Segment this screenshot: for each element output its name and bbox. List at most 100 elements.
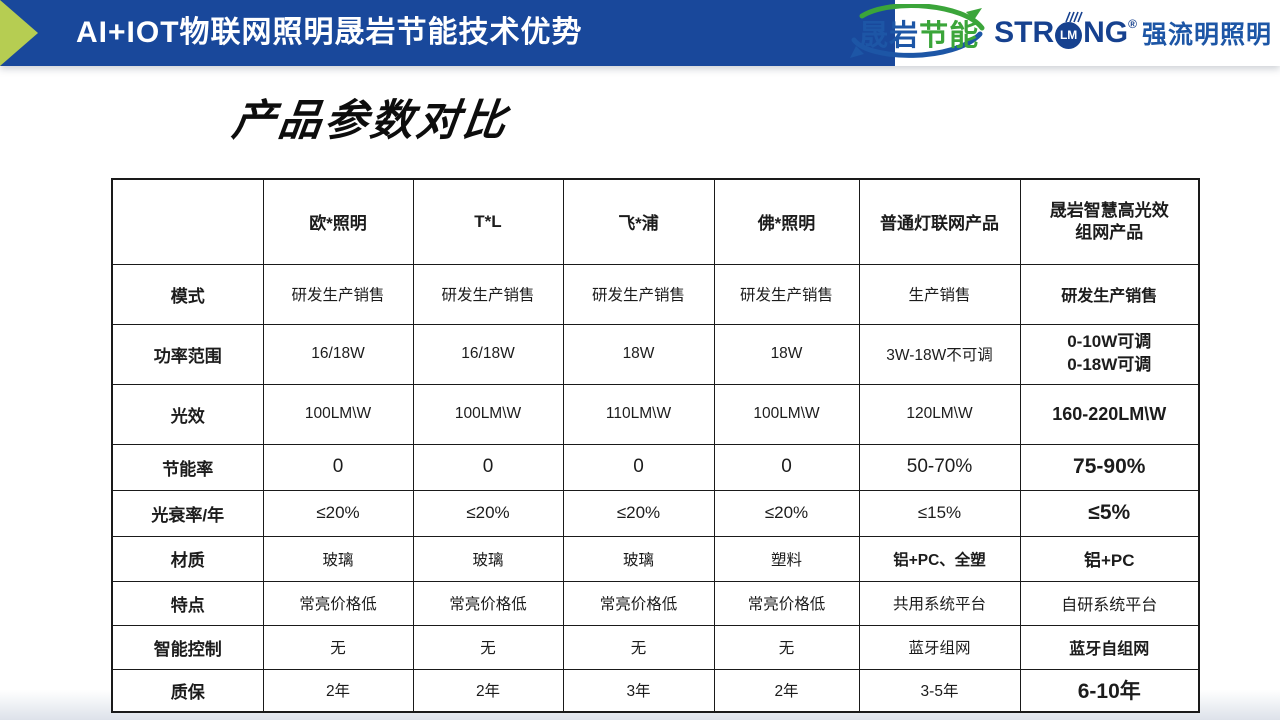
column-header: 飞*浦 [562, 178, 715, 265]
table-cell: 研发生产销售 [1019, 263, 1200, 325]
table-cell: 铝+PC、全塑 [858, 535, 1021, 582]
strong-text-cn: 强流明照明 [1141, 21, 1272, 49]
shengyan-text-blue: 晟岩 [859, 20, 920, 52]
shengyan-text-green: 节能 [919, 20, 980, 52]
column-header: 欧*照明 [262, 178, 414, 265]
table-cell: ≤15% [858, 489, 1021, 537]
row-label: 质保 [111, 668, 264, 713]
row-label: 智能控制 [111, 624, 264, 670]
table-row: 光效 100LM\W 100LM\W 110LM\W 100LM\W 120LM\W 160… [111, 383, 1200, 445]
table-cell: 2年 [412, 668, 564, 713]
table-cell: 0 [412, 443, 564, 491]
table-cell: ≤20% [562, 489, 715, 537]
table-cell: 75-90% [1019, 443, 1200, 491]
table-cell: 研发生产销售 [262, 263, 414, 325]
row-label: 特点 [111, 580, 264, 626]
comparison-table: 欧*照明 T*L 飞*浦 佛*照明 普通灯联网产品 晟岩智慧高光效 组网产品 模式 研发生产… [111, 178, 1200, 713]
table-cell: 0 [262, 443, 414, 491]
table-cell: 3年 [562, 668, 715, 713]
table-row: 智能控制无无无无蓝牙组网 蓝牙自组网 [111, 624, 1200, 670]
strong-logo: STR LM NG ® 强流明照明 [994, 11, 1272, 51]
table-cell: 6-10年 [1019, 668, 1200, 713]
row-label: 功率范围 [111, 323, 264, 385]
strong-stripes-icon [1065, 11, 1083, 22]
table-cell: 160-220LM\W [1019, 383, 1200, 445]
table-row: 功率范围 16/18W 16/18W 18W 18W 3W-18W不可调 0-10W可调 0… [111, 323, 1200, 385]
table-cell: ≤20% [412, 489, 564, 537]
table-row: 特点 常亮价格低 常亮价格低 常亮价格低 常亮价格低 共用系统平台 自研系统平台 [111, 580, 1200, 626]
table-cell: 玻璃 [412, 535, 564, 582]
table-header-row: 欧*照明 T*L 飞*浦 佛*照明 普通灯联网产品 晟岩智慧高光效 组网产品 [111, 178, 1200, 265]
table-cell: 0 [562, 443, 715, 491]
table-cell: 蓝牙组网 [858, 624, 1021, 670]
table-cell: 常亮价格低 [262, 580, 414, 626]
table-cell: 3-5年 [858, 668, 1021, 713]
table-cell: 常亮价格低 [412, 580, 564, 626]
row-label: 模式 [111, 263, 264, 325]
table-cell: 研发生产销售 [412, 263, 564, 325]
table-cell: 50-70% [858, 443, 1021, 491]
column-header: 佛*照明 [713, 178, 860, 265]
shengyan-logo: 晟岩 节能 [848, 4, 990, 62]
column-header: T*L [412, 178, 564, 265]
table-cell: 生产销售 [858, 263, 1021, 325]
table-cell: 无 [412, 624, 564, 670]
table-cell: 自研系统平台 [1019, 580, 1200, 626]
column-header: 普通灯联网产品 [858, 178, 1021, 265]
table-cell: ≤5% [1019, 489, 1200, 537]
table-row: 光衰率/年 ≤20% ≤20% ≤20% ≤20% ≤15% ≤5% [111, 489, 1200, 537]
banner-title: AI+IOT物联网照明晟岩节能技术优势 [76, 16, 583, 49]
table-cell: 蓝牙自组网 [1019, 624, 1200, 670]
table-cell: 16/18W [262, 323, 414, 385]
table-cell: 无 [713, 624, 860, 670]
table-cell: 玻璃 [562, 535, 715, 582]
table-cell: 100LM\W [713, 383, 860, 445]
lm-circle-text: LM [1059, 28, 1078, 42]
table-cell: 2年 [713, 668, 860, 713]
strong-text-pre: STR [994, 16, 1055, 49]
table-row: 模式 研发生产销售 研发生产销售 研发生产销售 研发生产销售 生产销售 研发生产销售 [111, 263, 1200, 325]
table-cell: 研发生产销售 [713, 263, 860, 325]
table-cell: 18W [562, 323, 715, 385]
table-cell: 3W-18W不可调 [858, 323, 1021, 385]
table-cell: 共用系统平台 [858, 580, 1021, 626]
table-cell: 无 [562, 624, 715, 670]
shengyan-logo-text: 晟岩 节能 [848, 4, 990, 62]
table-cell: ≤20% [713, 489, 860, 537]
table-row: 节能率 0 0 0 0 50-70% 75-90% [111, 443, 1200, 491]
column-header: 晟岩智慧高光效 组网产品 [1019, 178, 1200, 265]
row-label: 光效 [111, 383, 264, 445]
table-cell: 无 [262, 624, 414, 670]
corner-cell [111, 178, 264, 265]
table-cell: 2年 [262, 668, 414, 713]
page-title: 产品参数对比 [229, 97, 512, 145]
banner: AI+IOT物联网照明晟岩节能技术优势 晟岩 节能 STR [0, 0, 1280, 66]
table-cell: 常亮价格低 [562, 580, 715, 626]
row-label: 光衰率/年 [111, 489, 264, 537]
table-cell: 研发生产销售 [562, 263, 715, 325]
table-cell: 0 [713, 443, 860, 491]
row-label: 节能率 [111, 443, 264, 491]
logo-panel: 晟岩 节能 STR LM N [850, 0, 1280, 66]
table-cell: 100LM\W [262, 383, 414, 445]
table-cell: 常亮价格低 [713, 580, 860, 626]
table-cell: 100LM\W [412, 383, 564, 445]
table-cell: 铝+PC [1019, 535, 1200, 582]
table-cell: ≤20% [262, 489, 414, 537]
table-cell: 16/18W [412, 323, 564, 385]
orbit-swoosh-icon [850, 4, 985, 58]
table-cell: 塑料 [713, 535, 860, 582]
table-cell: 0-10W可调 0-18W可调 [1019, 323, 1200, 385]
registered-mark: ® [1128, 17, 1137, 31]
table-cell: 110LM\W [562, 383, 715, 445]
table-cell: 120LM\W [858, 383, 1021, 445]
table-row: 材质 玻璃 玻璃 玻璃 塑料 铝+PC、全塑 铝+PC [111, 535, 1200, 582]
lm-circle-icon: LM [1055, 11, 1083, 49]
table-cell: 18W [713, 323, 860, 385]
banner-arrow-icon [0, 0, 38, 66]
strong-text-post: NG [1083, 16, 1129, 49]
table-row: 质保 2年 2年 3年 2年 3-5年 6-10年 [111, 668, 1200, 713]
table-cell: 玻璃 [262, 535, 414, 582]
row-label: 材质 [111, 535, 264, 582]
